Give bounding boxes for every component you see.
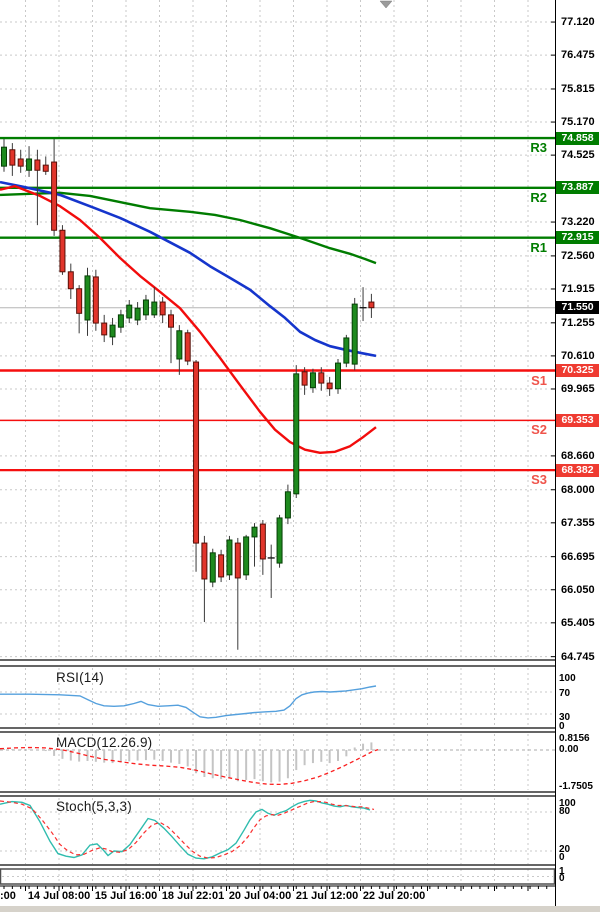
macd-panel-title: MACD(12.26.9) [56, 735, 153, 750]
grid-lines [0, 0, 555, 884]
candlesticks [1, 138, 375, 650]
price-axis[interactable] [555, 0, 600, 906]
ma-fast-red [0, 184, 377, 454]
macd-signal-line [0, 746, 379, 786]
rsi-panel-title: RSI(14) [56, 670, 104, 685]
time-tick-marks [3, 886, 548, 891]
chart-canvas[interactable] [0, 0, 555, 906]
stoch-panel-title: Stoch(5,3,3) [56, 799, 132, 814]
stoch-d-line [0, 800, 375, 859]
mini-panel-border [0, 868, 555, 885]
status-strip [0, 906, 600, 912]
rsi-line [0, 685, 377, 719]
ma-mid-blue [0, 180, 377, 358]
ma-slow-green [0, 191, 377, 265]
chart-shift-marker-icon [379, 0, 393, 9]
